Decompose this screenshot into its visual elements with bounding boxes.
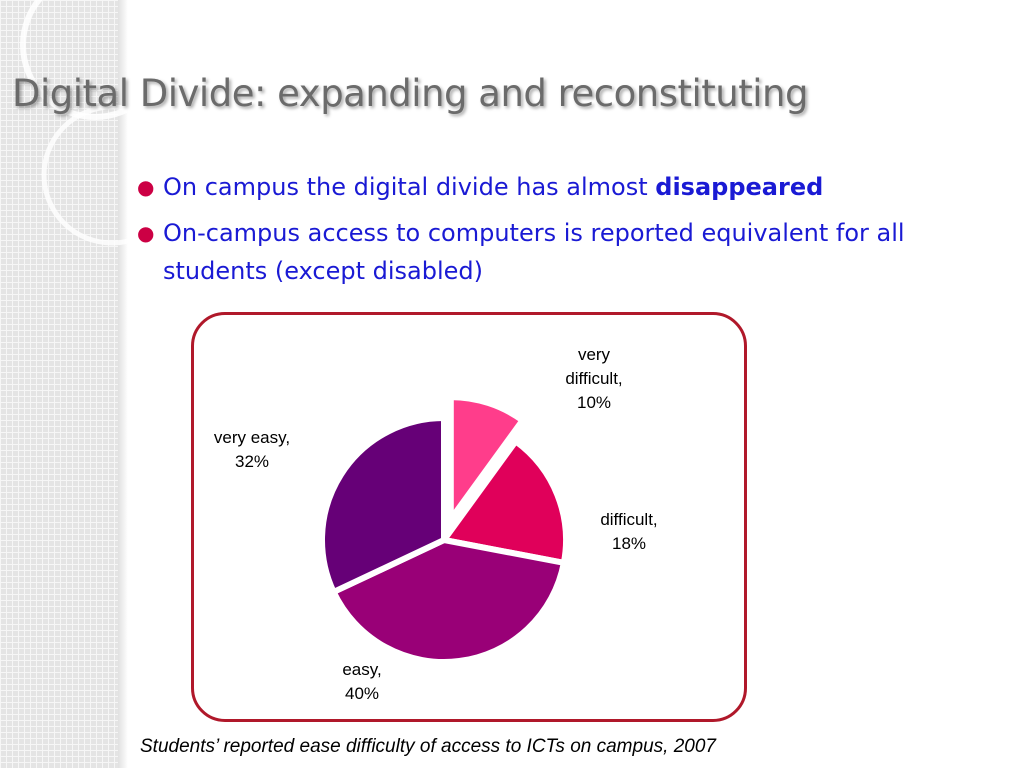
- bullet-2-text: On-campus access to computers is reporte…: [163, 219, 905, 285]
- bullet-1-emphasis: disappeared: [655, 173, 823, 201]
- chart-caption: Students’ reported ease difficulty of ac…: [140, 736, 716, 758]
- pie-label-very-difficult: very difficult, 10%: [565, 345, 622, 412]
- bullet-1-text: On campus the digital divide has almost: [163, 173, 655, 201]
- decorative-circles: [0, 0, 140, 300]
- pie-chart: very difficult, 10% difficult, 18% easy, 40% ve…: [194, 315, 744, 719]
- bullet-list: ● On campus the digital divide has almos…: [135, 168, 1005, 298]
- pie-label-very-easy: very easy, 32%: [214, 428, 290, 471]
- bullet-item-2: ● On-campus access to computers is repor…: [135, 214, 1005, 290]
- bullet-item-1: ● On campus the digital divide has almos…: [135, 168, 1005, 206]
- bullet-marker-icon: ●: [137, 223, 154, 243]
- pie-label-difficult: difficult, 18%: [600, 510, 657, 553]
- bullet-marker-icon: ●: [137, 177, 154, 197]
- slide-title: Digital Divide: expanding and reconstitu…: [12, 72, 808, 115]
- chart-frame: very difficult, 10% difficult, 18% easy, 40% ve…: [191, 312, 747, 722]
- pie-label-easy: easy, 40%: [342, 660, 381, 703]
